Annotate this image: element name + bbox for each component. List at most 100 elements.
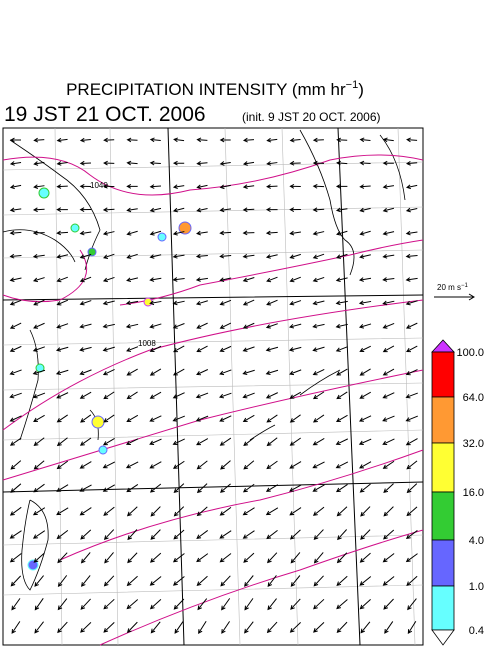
wind-arrow [32, 530, 46, 539]
wind-arrow [266, 137, 278, 143]
wind-arrow [9, 230, 22, 236]
wind-arrow [219, 369, 232, 376]
wind-arrow [80, 621, 92, 633]
wind-arrow [219, 345, 232, 353]
wind-arrow [312, 438, 325, 446]
wind-arrow [382, 368, 395, 376]
wind-arrow [382, 392, 395, 399]
wind-arrow [219, 161, 231, 166]
wind-arrow [406, 483, 418, 494]
wind-arrow [172, 415, 185, 422]
wind-arrow [289, 253, 301, 259]
wind-arrow [102, 207, 115, 213]
wind-arrow [243, 552, 255, 563]
wind-arrow [149, 300, 162, 306]
wind-arrow [289, 184, 301, 189]
wind-arrow [360, 506, 371, 517]
wind-arrow [149, 415, 162, 422]
wind-arrow [79, 160, 92, 166]
wind-arrow [336, 137, 348, 143]
wind-arrow [196, 483, 208, 494]
precip-cell [157, 232, 167, 242]
wind-arrow [9, 369, 22, 376]
wind-arrow [265, 369, 279, 376]
wind-arrow [173, 345, 185, 353]
wind-arrow [9, 506, 22, 516]
wind-arrow [9, 437, 22, 446]
wind-arrow [335, 277, 348, 283]
wind-arrow [32, 230, 45, 236]
wind-arrow [313, 598, 325, 610]
wind-arrow [149, 438, 162, 445]
wind-arrow [219, 506, 232, 516]
wind-arrow [56, 230, 69, 236]
wind-arrow [266, 414, 278, 423]
wind-arrow [243, 460, 255, 470]
wind-arrow [267, 575, 277, 588]
wind-arrow [337, 529, 348, 541]
wind-arrow [196, 460, 208, 470]
wind-arrow [384, 621, 394, 634]
wind-arrow [79, 300, 92, 306]
wind-arrow [79, 391, 92, 399]
wind-arrow [242, 392, 255, 399]
wind-arrow [289, 391, 302, 399]
wind-arrow [335, 484, 348, 493]
vector-scale-label: 20 m s−1 [437, 283, 469, 292]
wind-arrow [9, 207, 22, 213]
wind-arrow [79, 461, 92, 469]
wind-arrow [219, 137, 231, 143]
wind-arrow [32, 392, 46, 399]
wind-arrow [382, 438, 395, 446]
wind-arrow [312, 323, 325, 329]
wind-arrow [219, 299, 232, 306]
wind-arrow [382, 323, 395, 329]
wind-arrow [56, 460, 69, 470]
wind-arrow [172, 368, 185, 376]
wind-arrow [57, 621, 68, 634]
wind-arrow [242, 299, 255, 306]
wind-arrow [382, 300, 395, 306]
wind-arrow [126, 230, 138, 236]
wind-arrow [79, 323, 92, 329]
wind-arrow [382, 576, 395, 586]
wind-arrow [266, 161, 278, 166]
wind-arrow [172, 207, 185, 213]
wind-arrow [265, 507, 279, 516]
wind-arrow [335, 346, 348, 352]
wind-arrow [242, 530, 255, 539]
wind-arrow [195, 277, 208, 282]
precip-cell [87, 247, 97, 257]
wind-arrow [56, 323, 69, 329]
wind-arrow [312, 253, 325, 259]
wind-arrow [196, 322, 208, 329]
wind-arrow [196, 137, 208, 143]
wind-arrow [150, 529, 161, 540]
wind-arrow [221, 598, 231, 611]
wind-arrow [382, 277, 395, 282]
wind-arrow [80, 552, 91, 564]
wind-arrow [289, 160, 301, 166]
wind-arrow [312, 160, 325, 166]
wind-arrow [56, 529, 69, 540]
wind-arrow [125, 300, 139, 306]
wind-arrow [242, 230, 255, 236]
wind-arrow [382, 460, 395, 469]
wind-arrow [382, 137, 394, 143]
wind-arrow [9, 253, 22, 259]
wind-arrow [289, 437, 301, 446]
wind-arrow [79, 253, 92, 259]
precip-cell [70, 223, 80, 233]
wind-arrow [196, 160, 208, 166]
wind-arrow [265, 346, 279, 352]
wind-arrow [195, 253, 208, 259]
wind-arrow [405, 184, 418, 190]
wind-arrow [196, 530, 209, 539]
wind-arrow [242, 253, 255, 259]
wind-arrow [149, 160, 161, 166]
wind-arrow [221, 621, 230, 634]
wind-arrow [102, 461, 116, 469]
wind-arrow [405, 207, 418, 213]
wind-arrow [382, 230, 395, 236]
wind-arrow [9, 161, 22, 166]
